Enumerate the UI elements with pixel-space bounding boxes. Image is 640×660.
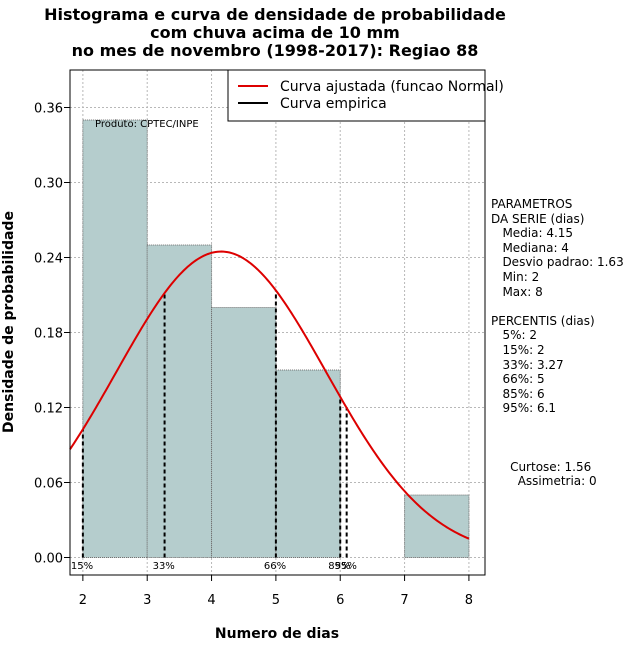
histogram-bar-5 (404, 494, 470, 558)
x-tick-label-1: 3 (143, 593, 151, 608)
percentile-label-3: 85% (328, 561, 350, 572)
param-line: 85%: 6 (491, 386, 545, 401)
param-line (491, 445, 624, 460)
histogram-bar-0 (82, 119, 148, 558)
x-axis-label: Numero de dias (215, 626, 339, 642)
histogram-bar-2 (211, 307, 277, 558)
param-line: PERCENTIS (dias) (491, 313, 595, 328)
param-line (491, 416, 624, 431)
param-line (491, 299, 624, 314)
fitted-curve-group (69, 250, 470, 540)
histogram-bar-1 (146, 244, 213, 558)
title-line-2: com chuva acima de 10 mm (150, 23, 400, 42)
x-tick-label-6: 8 (465, 593, 473, 608)
histogram-bars (82, 119, 470, 558)
param-line: Min: 2 (491, 269, 540, 284)
y-tick-label-5: 0.30 (34, 177, 63, 192)
legend-empirical-label: Curva empirica (280, 96, 387, 112)
x-tick-label-0: 2 (79, 593, 87, 608)
param-line: 15%: 2 (491, 342, 545, 357)
y-axis-label: Densidade de probabilidade (1, 211, 17, 433)
legend: Curva ajustada (funcao Normal) Curva emp… (227, 69, 504, 122)
param-line: 33%: 3.27 (491, 357, 564, 372)
product-annotation: Produto: CPTEC/INPE (95, 119, 199, 130)
param-line: DA SERIE (dias) (491, 211, 585, 226)
title-line-3: no mes de novembro (1998-2017): Regiao 8… (71, 41, 479, 60)
y-tick-label-1: 0.06 (34, 477, 63, 492)
percentile-label-0: 15% (71, 561, 93, 572)
y-tick-label-2: 0.12 (34, 402, 63, 417)
title-line-1: Histograma e curva de densidade de proba… (44, 5, 506, 24)
param-line: Media: 4.15 (491, 226, 574, 241)
legend-box (227, 69, 486, 122)
y-axis: 0.00 0.06 0.12 0.18 0.24 0.30 0.36 (34, 102, 71, 567)
percentile-label-4: 95% (335, 561, 357, 572)
x-tick-label-2: 4 (207, 593, 215, 608)
chart-title: Histograma e curva de densidade de proba… (0, 6, 550, 60)
param-line: 95%: 6.1 (491, 401, 557, 416)
param-line: Mediana: 4 (491, 240, 569, 255)
x-tick-label-3: 5 (272, 593, 280, 608)
percentile-label-1: 33% (153, 561, 175, 572)
series-parameters-panel: PARAMETROS DA SERIE (dias) Media: 4.15 Me… (491, 197, 624, 489)
param-line: 5%: 2 (491, 328, 537, 343)
y-tick-label-6: 0.36 (34, 102, 63, 117)
histogram-bar-3 (275, 369, 341, 558)
param-line: Assimetria: 0 (491, 474, 597, 489)
percentile-label-2: 66% (264, 561, 286, 572)
x-tick-label-5: 7 (400, 593, 408, 608)
param-line (491, 431, 624, 446)
param-line: Curtose: 1.56 (491, 459, 592, 474)
param-line: Max: 8 (491, 284, 543, 299)
legend-fitted-label: Curva ajustada (funcao Normal) (280, 79, 504, 95)
y-tick-label-4: 0.24 (34, 252, 63, 267)
param-line: PARAMETROS (491, 197, 573, 211)
y-tick-label-0: 0.00 (34, 552, 63, 567)
fitted-normal-curve (69, 250, 470, 540)
y-tick-label-3: 0.18 (34, 327, 63, 342)
param-line: Desvio padrao: 1.63 (491, 255, 624, 270)
percentile-lines: 15% 33% 66% 85%95% (71, 290, 357, 572)
x-axis: 2 3 4 5 6 7 8 (79, 574, 473, 608)
param-line: 66%: 5 (491, 372, 545, 387)
x-tick-label-4: 6 (336, 593, 344, 608)
